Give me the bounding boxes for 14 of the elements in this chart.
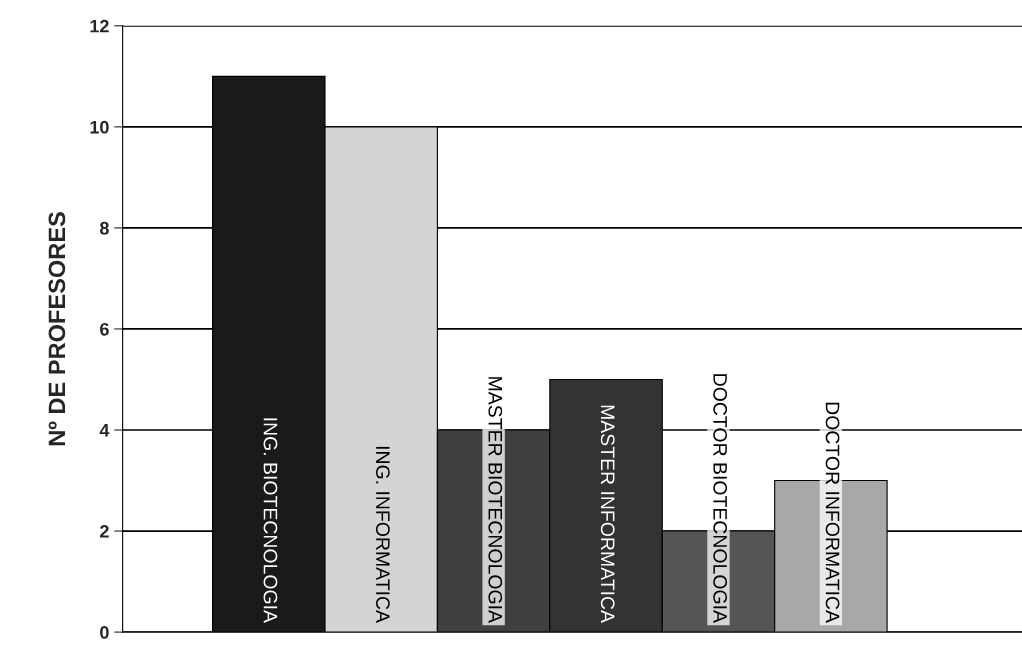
x-tick-label: ING. INFORMATICA: [375, 446, 390, 623]
x-tick-label: MASTER BIOTECNOLOGIA: [488, 377, 503, 623]
x-tick-label: MASTER INFORMATICA: [600, 405, 615, 623]
x-tick-label: DOCTOR BIOTECNOLOGIA: [713, 374, 728, 623]
x-tick-label: DOCTOR INFORMATICA: [825, 402, 840, 623]
y-tick-label: 2: [100, 524, 109, 538]
y-tick-label: 6: [100, 322, 109, 336]
y-tick-label: 4: [99, 424, 110, 437]
y-axis-title: Nº DE PROFESORES: [48, 212, 66, 446]
y-tick-label: 12: [90, 19, 109, 33]
x-tick-label: ING. BIOTECNOLOGIA: [263, 418, 278, 623]
y-tick-label: 10: [90, 120, 109, 134]
y-tick-label: 8: [99, 221, 109, 235]
y-tick-label: 0: [100, 626, 109, 639]
